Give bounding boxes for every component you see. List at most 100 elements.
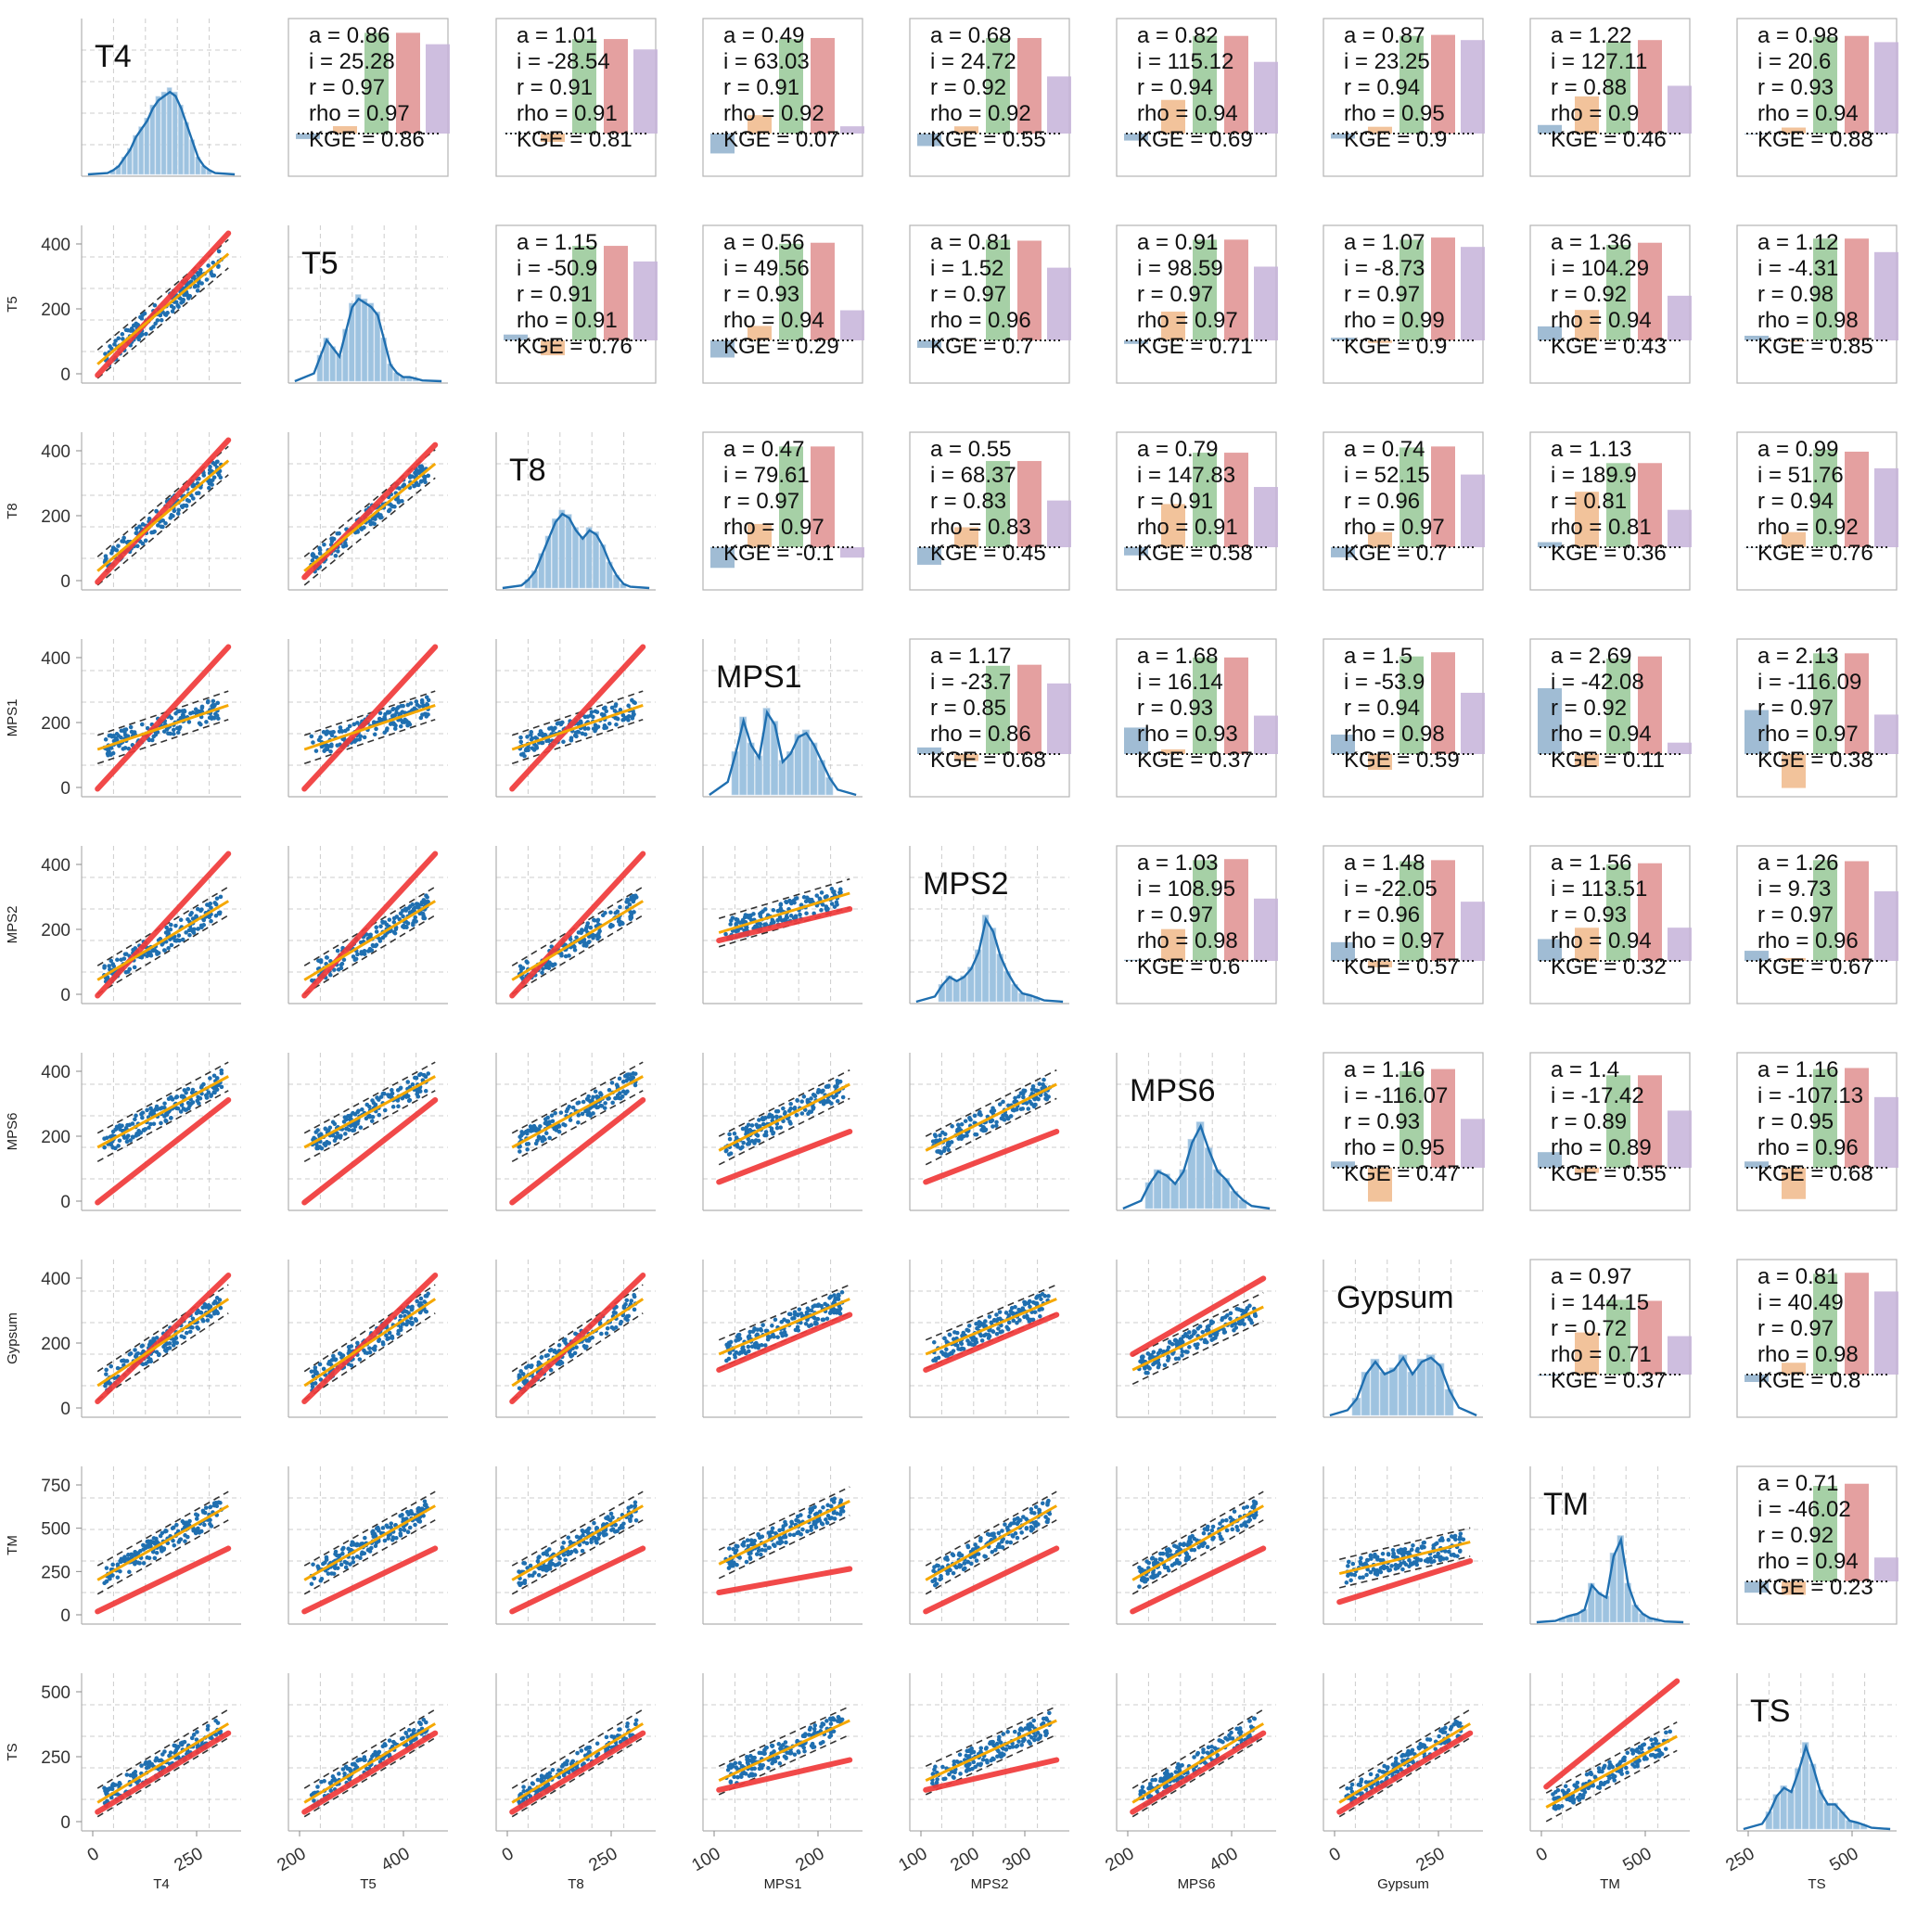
metric-bar-KGE [1254, 62, 1278, 134]
metric-bar-KGE [1668, 743, 1692, 754]
histogram-bar [755, 756, 761, 795]
panel-6-4 [910, 1260, 1069, 1417]
y-tick-label: 250 [41, 1563, 70, 1582]
stat-KGE-text: KGE = 0.11 [1551, 748, 1665, 773]
x-tick-label: 0 [499, 1844, 518, 1865]
y-axis-label-T5: T5 [5, 296, 20, 313]
y-tick-label: 250 [41, 1748, 70, 1768]
x-tick-label: 0 [84, 1844, 103, 1865]
stat-KGE-text: KGE = 0.67 [1757, 954, 1873, 979]
stat-KGE-text: KGE = 0.37 [1137, 748, 1253, 773]
metric-bar-KGE [1461, 247, 1485, 340]
stat-i-text: i = -107.13 [1757, 1083, 1863, 1108]
metric-bar-KGE [840, 311, 864, 340]
stat-KGE-text: KGE = 0.9 [1344, 334, 1447, 359]
stat-a-text: a = 1.4 [1551, 1057, 1619, 1082]
confidence-upper-line [1339, 1709, 1470, 1788]
stat-rho-text: rho = 0.9 [1551, 101, 1639, 126]
stat-rho-text: rho = 0.86 [930, 722, 1031, 747]
histogram-bar [1788, 1790, 1795, 1829]
identity-line [97, 1548, 228, 1611]
diagonal-label-T5: T5 [301, 246, 339, 281]
metric-bar-KGE [1668, 85, 1692, 134]
x-tick-label: 250 [1413, 1844, 1449, 1875]
histogram-bar [593, 531, 598, 588]
stat-i-text: i = -4.31 [1757, 256, 1838, 281]
identity-line [512, 1734, 643, 1812]
metric-bar-KGE [633, 262, 658, 340]
stat-r-text: r = 0.85 [930, 696, 1006, 721]
stat-rho-text: rho = 0.98 [1757, 1342, 1859, 1367]
stat-KGE-text: KGE = 0.23 [1757, 1575, 1873, 1600]
stat-rho-text: rho = 0.89 [1551, 1135, 1652, 1160]
histogram-bar [572, 528, 578, 588]
y-tick-label: 400 [41, 236, 70, 255]
identity-line [304, 445, 435, 578]
stat-rho-text: rho = 0.91 [1137, 515, 1238, 540]
stat-r-text: r = 0.92 [1551, 696, 1627, 721]
stat-KGE-text: KGE = 0.86 [309, 127, 425, 152]
y-tick-label: 0 [60, 1193, 70, 1212]
y-tick-label: 400 [41, 649, 70, 669]
stat-rho-text: rho = 0.95 [1344, 101, 1445, 126]
stat-i-text: i = 40.49 [1757, 1290, 1844, 1315]
stat-KGE-text: KGE = 0.55 [1551, 1161, 1667, 1186]
stat-rho-text: rho = 0.98 [1137, 928, 1238, 953]
confidence-lower-line [512, 1313, 643, 1401]
y-tick-label: 500 [41, 1683, 70, 1703]
metric-bar-KGE [1668, 510, 1692, 547]
stat-i-text: i = -116.07 [1344, 1083, 1448, 1108]
stat-rho-text: rho = 0.97 [309, 101, 410, 126]
regression-line [719, 1721, 850, 1781]
regression-line [1132, 1506, 1263, 1580]
stat-rho-text: rho = 0.96 [930, 308, 1031, 333]
stat-a-text: a = 1.68 [1137, 644, 1218, 669]
panel-7-5 [1117, 1466, 1276, 1624]
identity-line [97, 1734, 228, 1812]
stat-r-text: r = 0.97 [1757, 902, 1834, 928]
metric-bar-KGE [840, 547, 864, 557]
regression-line [97, 1506, 228, 1580]
diagonal-label-Gypsum: Gypsum [1336, 1280, 1454, 1315]
stat-a-text: a = 1.36 [1551, 230, 1631, 255]
x-axis-label-T8: T8 [568, 1876, 584, 1892]
stat-rho-text: rho = 0.94 [723, 308, 824, 333]
regression-line [512, 1506, 643, 1580]
panel-6-6: Gypsum [1323, 1260, 1483, 1417]
identity-line [304, 647, 435, 789]
stat-KGE-text: KGE = 0.7 [930, 334, 1033, 359]
histogram-bar [337, 355, 342, 381]
stat-a-text: a = 2.13 [1757, 644, 1838, 669]
stat-i-text: i = 127.11 [1551, 49, 1647, 74]
diagonal-label-T8: T8 [509, 453, 546, 488]
identity-line [304, 854, 435, 996]
y-axis-label-Gypsum: Gypsum [5, 1312, 20, 1364]
panel-4-3 [703, 846, 863, 1004]
stat-rho-text: rho = 0.91 [517, 101, 618, 126]
stat-a-text: a = 1.56 [1551, 851, 1631, 876]
stat-r-text: r = 0.94 [1137, 75, 1213, 100]
x-tick-label: 200 [793, 1844, 828, 1875]
regression-line [1339, 1723, 1470, 1802]
histogram-bar [748, 743, 754, 795]
y-axis-label-T8: T8 [5, 503, 20, 519]
y-tick-label: 200 [41, 1128, 70, 1147]
y-tick-label: 0 [60, 986, 70, 1005]
stat-i-text: i = 51.76 [1757, 463, 1844, 488]
